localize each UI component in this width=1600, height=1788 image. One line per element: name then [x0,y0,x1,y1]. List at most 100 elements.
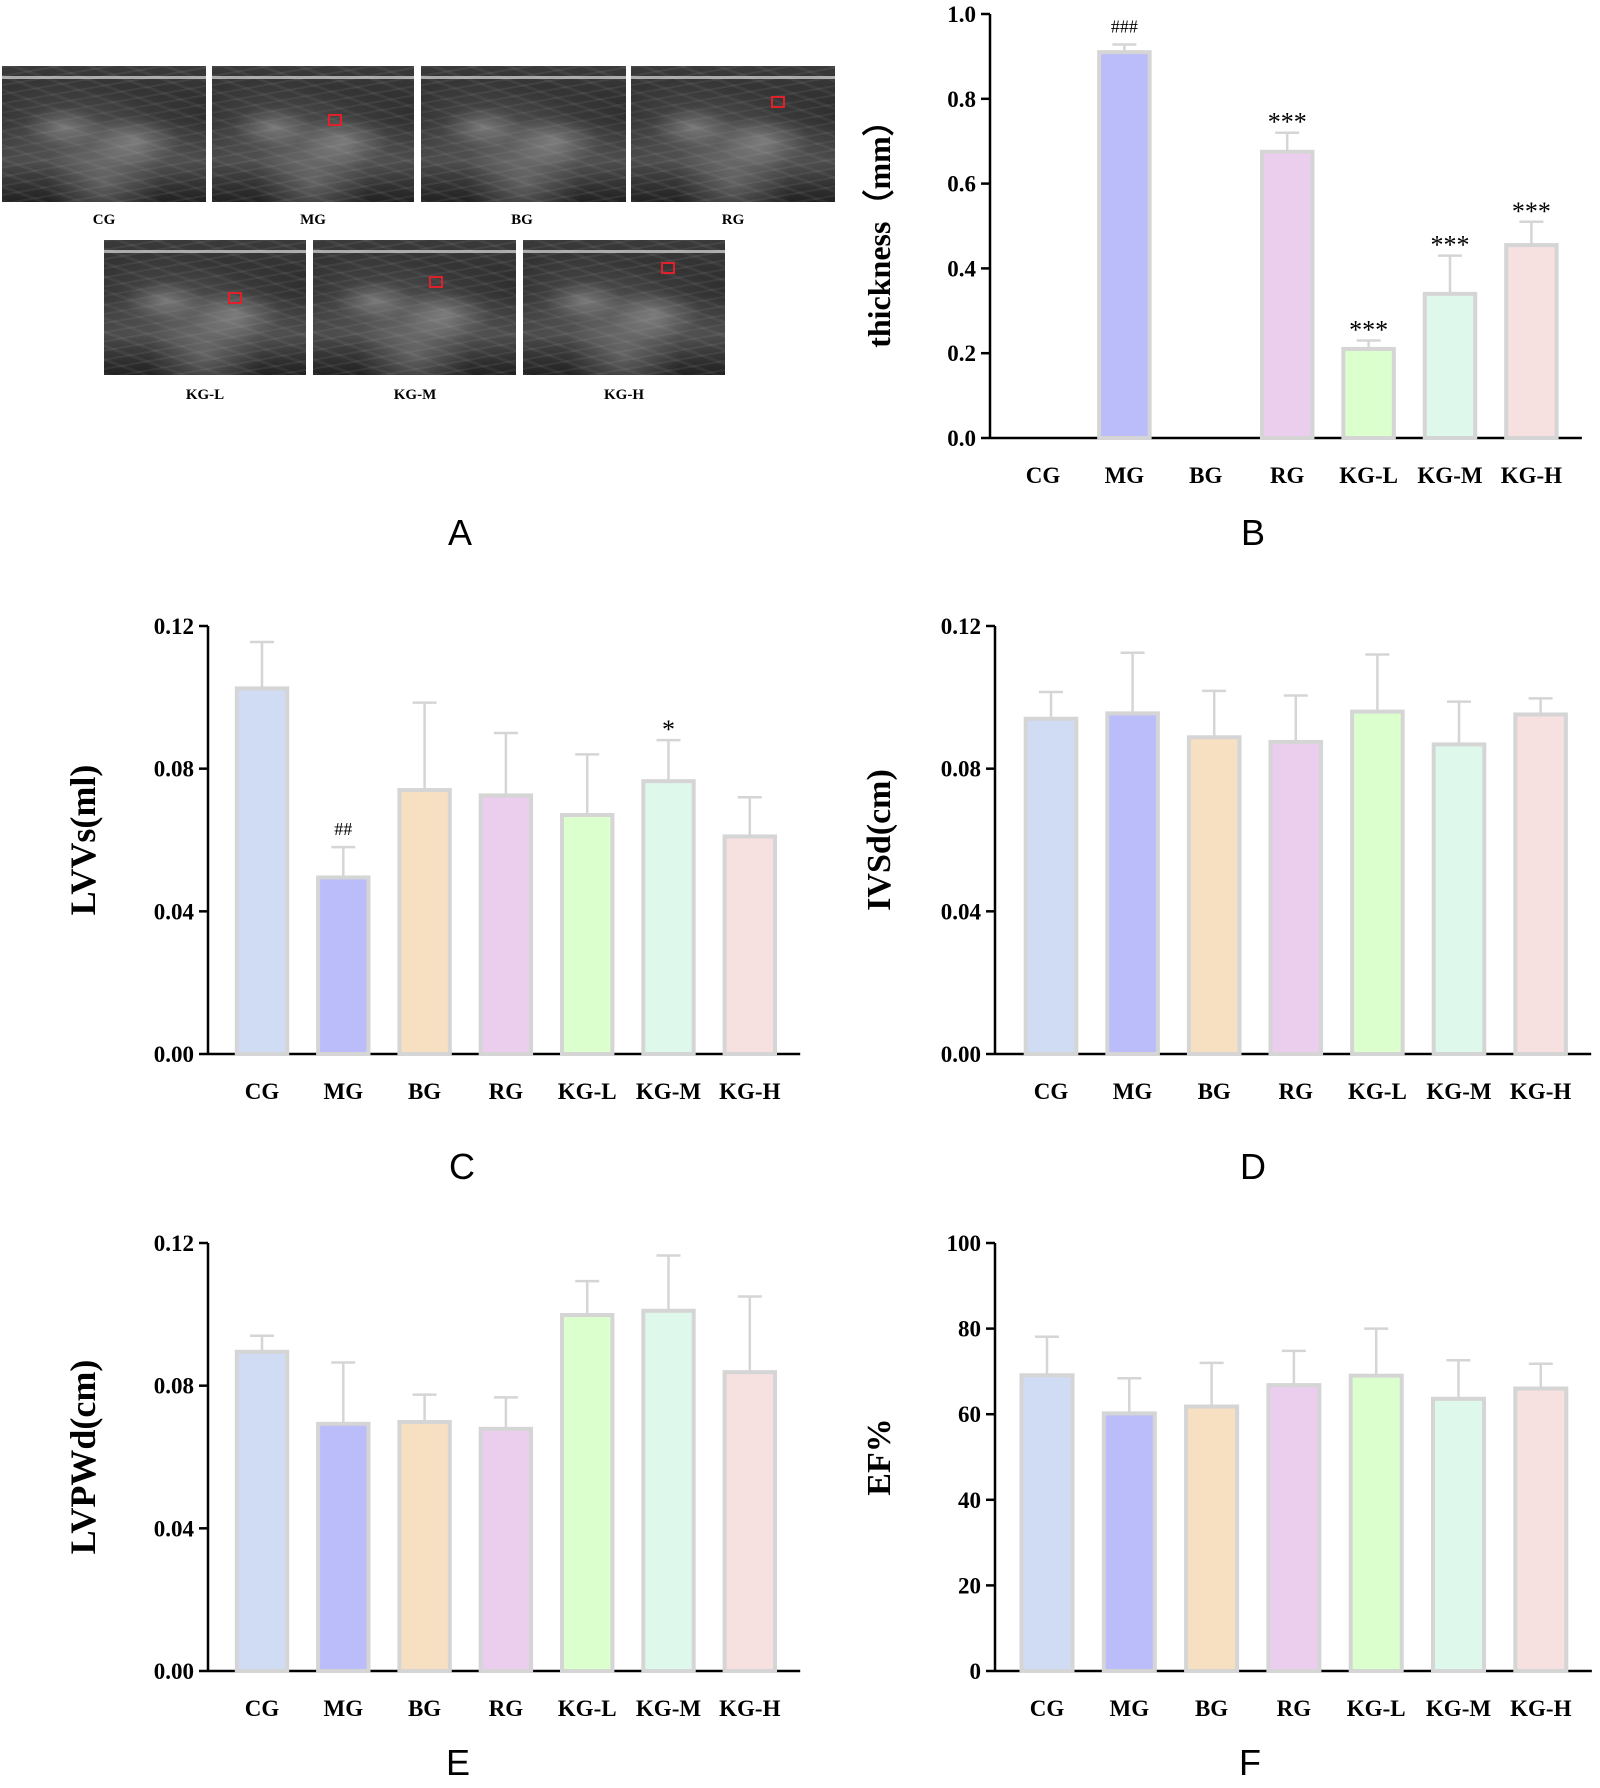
chart-c-x-tick-label: CG [245,1079,280,1104]
chart-c-bar-kg-m [641,779,696,1057]
chart-e-bar-cg [234,1349,290,1673]
chart-e-bar-mg [316,1421,371,1673]
chart-d-bar-kg-h [1513,712,1568,1056]
chart-c-x-tick-label: RG [489,1079,524,1104]
chart-b-y-tick-label: 0.6 [947,172,976,197]
ultrasound-label: KG-H [604,387,644,403]
ultrasound-label: BG [511,212,533,228]
chart-f-x-tick-label: RG [1277,1696,1312,1721]
chart-f-bar-kg-h [1513,1386,1569,1674]
chart-f-bar-bg [1184,1404,1240,1673]
panel-letter-d: D [1240,1146,1266,1187]
chart-e-x-tick-label: CG [245,1696,280,1721]
chart-d-y-tick-label: 0.08 [941,757,981,782]
chart-f-y-axis-label: EF% [861,1418,898,1495]
chart-c-x-tick-label: MG [323,1079,363,1104]
chart-d-bar-rg [1268,739,1324,1057]
chart-f-x-tick-label: CG [1030,1696,1065,1721]
chart-b-significance-label: *** [1268,108,1307,137]
chart-c-bar-cg [234,686,290,1057]
chart-e-y-tick-label: 0.08 [154,1374,194,1399]
lesion-marker-icon [771,96,785,108]
chart-b-x-tick-label: KG-L [1339,463,1398,488]
chart-f-x-tick-label: BG [1195,1696,1228,1721]
chart-f-bar-kg-l [1348,1373,1404,1674]
chart-b-bar-kg-l [1341,346,1396,440]
chart-b-y-tick-label: 0.0 [947,426,976,451]
chart-e-bar-bg [397,1420,452,1673]
chart-d-x-tick-label: BG [1198,1079,1231,1104]
chart-d-x-tick-label: MG [1113,1079,1153,1104]
chart-b-x-tick-label: MG [1105,463,1145,488]
chart-c-y-tick-label: 0.04 [154,899,195,924]
chart-e-x-tick-label: KG-M [636,1696,701,1721]
chart-c-bar-rg [478,793,534,1057]
panel-letter-b: B [1240,512,1265,553]
chart-c-bar-bg [397,788,452,1056]
chart-c-bar-mg [316,875,371,1057]
panel-letter-f: F [1239,1742,1261,1783]
chart-d-y-tick-label: 0.04 [941,899,982,924]
chart-d-x-tick-label: KG-H [1510,1079,1571,1104]
panel-letter-a: A [447,512,472,553]
ultrasound-image-rg [631,66,835,202]
lesion-marker-icon [228,292,242,304]
chart-c-y-tick-label: 0.00 [154,1042,194,1067]
chart-f-x-tick-label: KG-H [1510,1696,1571,1721]
chart-d-y-tick-label: 0.12 [941,614,981,639]
ultrasound-label: CG [92,212,116,228]
chart-f-bar-rg [1266,1383,1322,1673]
chart-f-x-tick-label: KG-L [1347,1696,1406,1721]
ultrasound-label: KG-M [393,387,437,403]
ultrasound-image-cg [2,66,206,202]
chart-b-bar-mg [1097,50,1152,440]
chart-f-y-tick-label: 60 [958,1402,981,1427]
chart-b-x-tick-label: BG [1189,463,1222,488]
chart-b-significance-label: *** [1512,197,1551,226]
ultrasound-label: MG [300,212,326,228]
chart-f-bar-cg [1019,1373,1075,1673]
chart-e-bar-kg-h [722,1370,778,1673]
chart-b-x-tick-label: CG [1026,463,1061,488]
chart-c-bar-kg-h [722,834,778,1057]
chart-b-y-tick-label: 1.0 [947,2,976,27]
chart-d-bar-kg-l [1350,709,1405,1056]
chart-b-bar-kg-h [1504,243,1559,440]
chart-f-y-tick-label: 0 [970,1659,982,1684]
chart-d-x-tick-label: KG-M [1426,1079,1491,1104]
chart-d-x-tick-label: RG [1279,1079,1314,1104]
lesion-marker-icon [429,276,443,288]
chart-b-x-tick-label: RG [1270,463,1305,488]
chart-b-y-tick-label: 0.2 [947,341,976,366]
lesion-marker-icon [661,262,675,274]
chart-c-y-axis-label: LVVs(ml) [63,765,103,916]
chart-d-x-tick-label: KG-L [1348,1079,1407,1104]
chart-f-bar-mg [1101,1411,1157,1673]
chart-d-bar-bg [1186,735,1242,1057]
chart-c-x-tick-label: KG-H [719,1079,780,1104]
chart-c-y-tick-label: 0.12 [154,614,194,639]
chart-e-bar-kg-l [559,1313,615,1673]
chart-e-bar-rg [478,1426,534,1674]
chart-e-y-tick-label: 0.00 [154,1659,194,1684]
chart-e-x-tick-label: KG-L [558,1696,617,1721]
chart-f-y-tick-label: 40 [958,1488,981,1513]
chart-c-x-tick-label: BG [408,1079,441,1104]
chart-c-significance-label: ## [334,819,352,839]
chart-b-significance-label: ### [1111,17,1138,37]
chart-e-x-tick-label: RG [489,1696,524,1721]
chart-c-significance-label: * [662,715,675,744]
chart-b-bar-kg-m [1422,291,1478,440]
chart-b-significance-label: *** [1349,315,1388,344]
chart-e-x-tick-label: MG [323,1696,363,1721]
chart-c-x-tick-label: KG-M [636,1079,701,1104]
chart-b-x-tick-label: KG-H [1501,463,1562,488]
chart-b-y-tick-label: 0.8 [947,87,976,112]
chart-e-bar-kg-m [641,1308,696,1674]
chart-c-y-tick-label: 0.08 [154,757,194,782]
ultrasound-image-kg-h [523,240,725,375]
chart-b-y-tick-label: 0.4 [947,256,976,281]
chart-e-y-tick-label: 0.04 [154,1516,195,1541]
